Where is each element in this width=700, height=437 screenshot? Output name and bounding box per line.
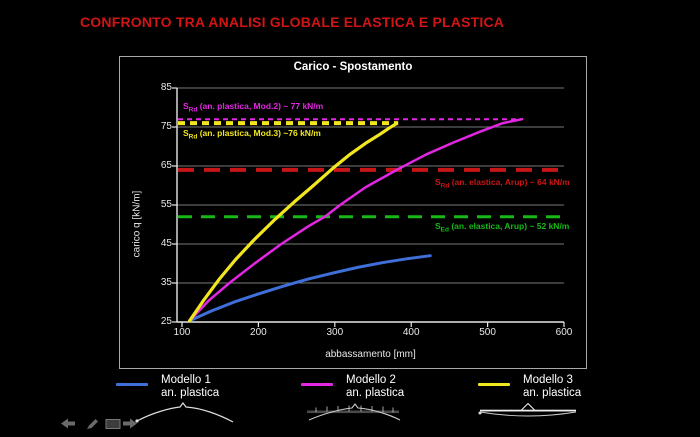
reference-label-elastica-rd: SRd (an. elastica, Arup) ~ 64 kN/m <box>435 177 570 190</box>
curve-modello-3 <box>188 122 398 323</box>
slide-frame-icon[interactable] <box>105 419 121 429</box>
legend-sublabel-modello-1: an. plastica <box>161 387 220 399</box>
y-tick-label-55: 55 <box>160 199 172 210</box>
slide-title: CONFRONTO TRA ANALISI GLOBALE ELASTICA E… <box>80 14 505 30</box>
legend-sublabel-modello-3: an. plastica <box>523 387 582 399</box>
y-tick-label-85: 85 <box>160 82 172 93</box>
previous-slide-icon[interactable] <box>61 418 75 429</box>
curve-modello-2 <box>188 117 524 323</box>
legend-line-modello-2 <box>301 383 333 386</box>
y-tick-label-35: 35 <box>160 277 172 288</box>
presenter-toolbar <box>61 418 137 429</box>
reference-label-plastica-mod3: SRd (an. plastica, Mod.3) ~76 kN/m <box>183 128 321 141</box>
x-tick-label-200: 200 <box>250 327 267 338</box>
next-slide-icon[interactable] <box>123 418 137 429</box>
legend-item-modello-2: Modello 2 an. plastica <box>301 374 404 400</box>
model-1-sketch <box>135 402 234 423</box>
legend-item-modello-3: Modello 3 an. plastica <box>478 374 581 400</box>
x-axis-label: abbassamento [mm] <box>325 349 416 360</box>
chart-title: Carico - Spostamento <box>293 61 413 73</box>
x-tick-label-400: 400 <box>402 327 420 338</box>
legend-item-modello-1: Modello 1 an. plastica <box>116 374 219 400</box>
curve-modello-1 <box>188 254 432 323</box>
x-tick-label-600: 600 <box>555 327 573 338</box>
reference-label-plastica-mod2: SRd (an. plastica, Mod.2) ~ 77 kN/m <box>183 101 324 114</box>
model-3-sketch <box>478 402 577 417</box>
legend-sublabel-modello-2: an. plastica <box>346 387 405 399</box>
pen-icon[interactable] <box>87 419 98 429</box>
legend-label-modello-3: Modello 3 <box>523 374 573 386</box>
legend-line-modello-3 <box>478 383 510 386</box>
y-tick-label-75: 75 <box>160 121 172 132</box>
x-tick-label-500: 500 <box>479 327 496 338</box>
legend-label-modello-1: Modello 1 <box>161 374 211 386</box>
y-tick-label-65: 65 <box>160 160 172 171</box>
model-2-sketch <box>307 403 401 421</box>
x-tick-label-100: 100 <box>173 327 191 338</box>
legend-label-modello-2: Modello 2 <box>346 374 396 386</box>
legend-line-modello-1 <box>116 383 148 386</box>
y-tick-label-25: 25 <box>160 316 172 327</box>
x-tick-label-300: 300 <box>326 327 344 338</box>
y-tick-label-45: 45 <box>160 238 172 249</box>
reference-label-elastica-ed: SEd (an. elastica, Arup) ~ 52 kN/m <box>435 221 570 234</box>
